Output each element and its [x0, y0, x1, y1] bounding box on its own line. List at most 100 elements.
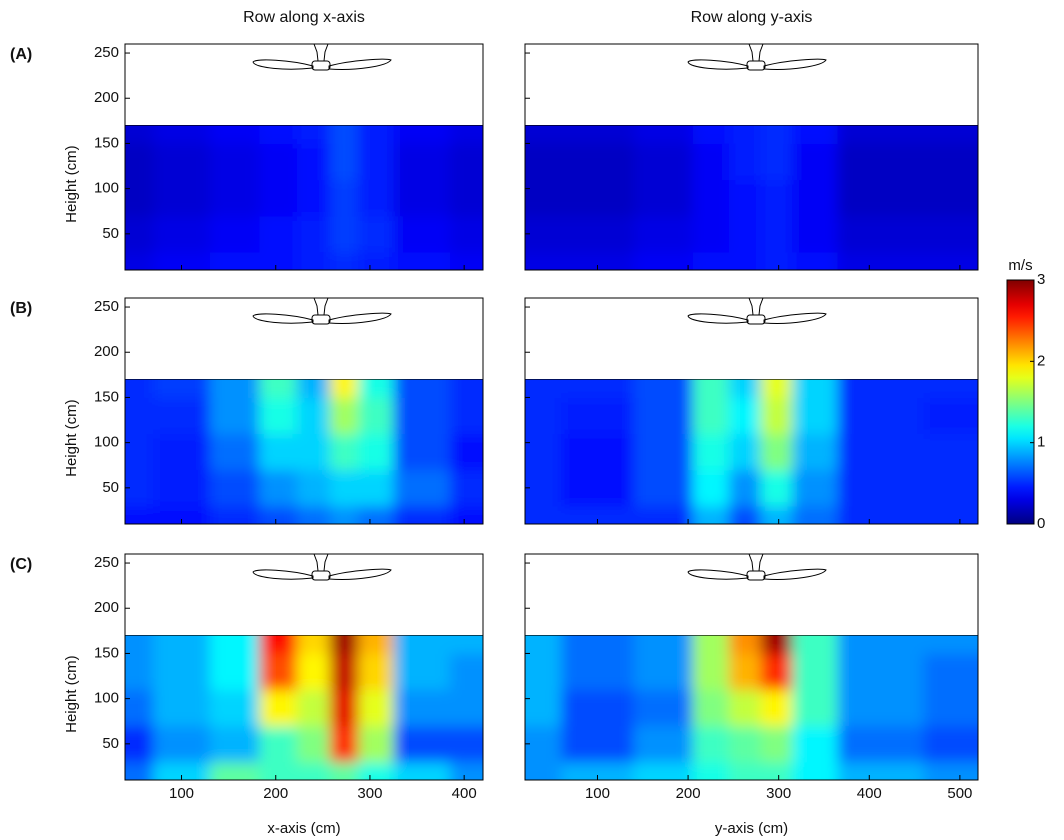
field-cell: [923, 505, 978, 524]
field-cell: [259, 725, 298, 763]
field-cell: [633, 689, 694, 727]
field-cell: [760, 689, 793, 727]
field-cell: [209, 635, 260, 654]
field-cell: [837, 433, 925, 471]
field-cell: [561, 215, 635, 253]
fan-blade: [328, 312, 392, 324]
field-cell: [923, 761, 978, 780]
fan-blade: [252, 59, 314, 70]
field-cell: [760, 433, 793, 471]
field-cell: [358, 469, 394, 507]
field-cell: [209, 251, 260, 270]
field-cell: [358, 379, 394, 398]
field-cell: [259, 125, 298, 144]
fan-blade: [328, 568, 392, 580]
field-cell: [125, 251, 154, 270]
field-cell: [728, 505, 762, 524]
field-cell: [692, 397, 730, 435]
field-cell: [633, 725, 694, 763]
x-axis-label: y-axis (cm): [715, 820, 788, 837]
field-cell: [125, 125, 154, 144]
field-cell: [923, 433, 978, 471]
field-cell: [923, 725, 978, 763]
y-tick-label: 100: [94, 690, 119, 707]
field-cell: [125, 179, 154, 217]
field-cell: [692, 725, 730, 763]
field-cell: [393, 379, 451, 398]
field-cell: [561, 635, 635, 654]
field-cell: [760, 469, 793, 507]
fan-blade: [687, 569, 749, 580]
field-cell: [728, 469, 762, 507]
field-cell: [760, 379, 793, 398]
field-cell: [209, 725, 260, 763]
field-cell: [153, 653, 211, 691]
field-cell: [358, 179, 394, 217]
field-cell: [393, 179, 451, 217]
panel: 50 100 150 200 250 Row along x-axis (A) Height …: [10, 9, 484, 271]
field-cell: [692, 689, 730, 727]
colorbar-tick-label: 3: [1037, 271, 1045, 288]
y-axis-label: Height (cm): [63, 399, 80, 477]
field-cell: [923, 397, 978, 435]
field-cell: [125, 761, 154, 780]
panel: 50 100 150 200 250 (B) Height (cm): [10, 297, 484, 525]
fan-blade: [328, 58, 392, 70]
fan-rod: [748, 297, 764, 316]
panel-title: Row along y-axis: [691, 9, 813, 26]
field-cell: [259, 179, 298, 217]
fan-blade: [252, 313, 314, 324]
field-cell: [296, 397, 331, 435]
field-cell: [329, 397, 359, 435]
field-cell: [760, 725, 793, 763]
field-cell: [259, 433, 298, 471]
field-cell: [923, 469, 978, 507]
field-cell: [450, 179, 483, 217]
colorbar-tick-label: 0: [1037, 515, 1045, 532]
fan-hub: [746, 570, 766, 581]
field-cell: [525, 653, 562, 691]
field-cell: [692, 215, 730, 253]
field-cell: [209, 689, 260, 727]
panel: 100 200 300 400 500 y-axis (cm): [524, 553, 979, 837]
y-tick-label: 150: [94, 134, 119, 151]
field-cell: [792, 379, 839, 398]
axes-frame: [124, 43, 484, 271]
field-cell: [296, 505, 331, 524]
field-cell: [692, 433, 730, 471]
field-cell: [153, 143, 211, 181]
field-cell: [525, 761, 562, 780]
field-cell: [728, 725, 762, 763]
field-cell: [296, 179, 331, 217]
field: [125, 379, 483, 524]
field-cell: [837, 653, 925, 691]
y-tick-label: 100: [94, 434, 119, 451]
field-cell: [561, 397, 635, 435]
field-cell: [209, 397, 260, 435]
colorbar-tick-label: 1: [1037, 434, 1045, 451]
fan-blade: [687, 59, 749, 70]
field-cell: [450, 653, 483, 691]
field-cell: [728, 251, 762, 270]
field-cell: [525, 433, 562, 471]
field-cell: [209, 125, 260, 144]
field-cell: [125, 635, 154, 654]
field-cell: [692, 505, 730, 524]
field-cell: [728, 179, 762, 217]
field-cell: [923, 689, 978, 727]
field-cell: [561, 689, 635, 727]
field-cell: [209, 143, 260, 181]
field-cell: [259, 469, 298, 507]
field-cell: [358, 505, 394, 524]
field-cell: [760, 505, 793, 524]
y-tick-label: 200: [94, 343, 119, 360]
field-cell: [561, 179, 635, 217]
field-cell: [525, 635, 562, 654]
panel: Row along y-axis: [524, 9, 979, 271]
field-cell: [792, 653, 839, 691]
colorbar-title: m/s: [1008, 257, 1032, 274]
field-cell: [450, 397, 483, 435]
field-cell: [561, 433, 635, 471]
field-cell: [525, 379, 562, 398]
